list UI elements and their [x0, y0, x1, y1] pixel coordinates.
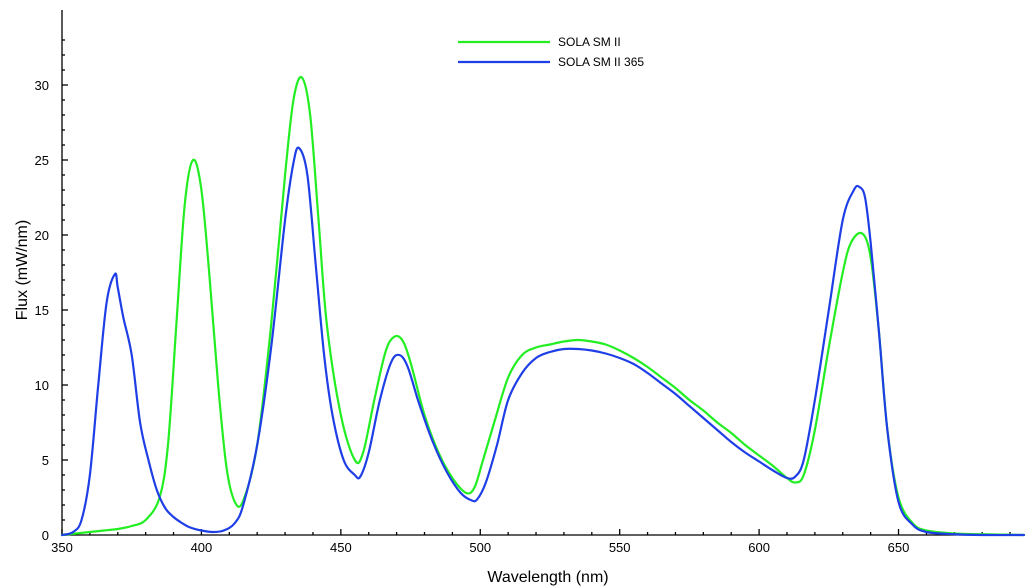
x-tick-label: 450 — [330, 540, 352, 555]
y-tick-label: 20 — [35, 228, 49, 243]
x-tick-label: 350 — [51, 540, 73, 555]
y-tick-label: 15 — [35, 303, 49, 318]
axes: 0 5 10 15 20 25 30 350 400 450 500 550 600 650 — [35, 10, 1024, 555]
x-axis-label: Wavelength (nm) — [487, 569, 608, 586]
series-layer — [60, 75, 1026, 537]
x-tick-label: 400 — [191, 540, 213, 555]
y-tick-label: 25 — [35, 153, 49, 168]
y-tick-label: 10 — [35, 378, 49, 393]
legend-label: SOLA SM II 365 — [558, 55, 644, 69]
y-tick-label: 30 — [35, 78, 49, 93]
y-axis-label: Flux (mW/nm) — [14, 220, 31, 320]
x-tick-label: 650 — [888, 540, 910, 555]
x-tick-label: 500 — [469, 540, 491, 555]
y-tick-label: 5 — [42, 453, 49, 468]
legend-label: SOLA SM II — [558, 35, 621, 49]
x-tick-label: 600 — [748, 540, 770, 555]
legend: SOLA SM II SOLA SM II 365 — [458, 35, 644, 69]
series-line-sola-sm-ii — [60, 75, 1026, 537]
y-tick-label: 0 — [42, 528, 49, 543]
series-line-sola-sm-ii-365 — [60, 146, 1026, 537]
x-tick-label: 550 — [609, 540, 631, 555]
